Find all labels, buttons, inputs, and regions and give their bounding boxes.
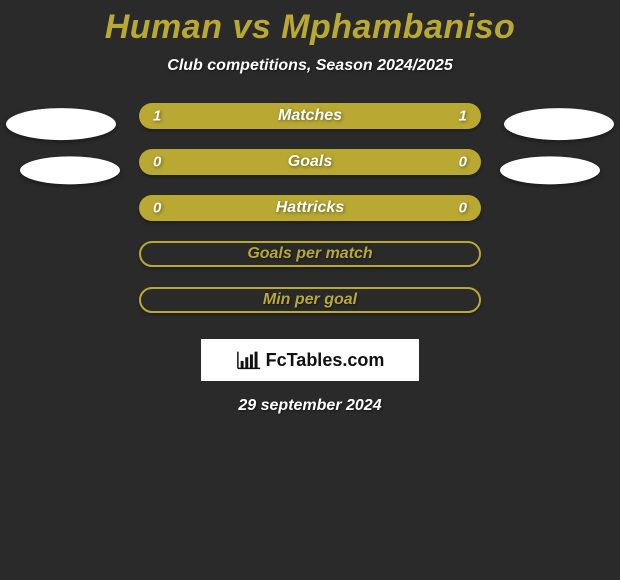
stat-value-left: 0 — [153, 154, 161, 171]
logo-content: FcTables.com — [236, 349, 385, 371]
stat-bar-min-per-goal: Min per goal — [139, 287, 481, 313]
stat-label: Hattricks — [276, 199, 344, 217]
stat-value-left: 0 — [153, 200, 161, 217]
stat-label: Matches — [278, 107, 342, 125]
page-subtitle: Club competitions, Season 2024/2025 — [0, 57, 620, 75]
bar-chart-icon — [236, 349, 262, 371]
footer-date: 29 september 2024 — [0, 397, 620, 415]
stat-bar-goals-per-match: Goals per match — [139, 241, 481, 267]
stat-row: Goals per match — [0, 241, 620, 287]
stat-bar-inner: Goals per match — [141, 243, 479, 265]
stat-label: Goals — [288, 153, 332, 171]
stat-bar-inner: 0 Hattricks 0 — [139, 195, 481, 221]
player-right-badge — [504, 108, 614, 140]
logo-label: FcTables.com — [266, 350, 385, 371]
stat-value-right: 0 — [459, 200, 467, 217]
source-logo[interactable]: FcTables.com — [201, 339, 419, 381]
stat-bar-inner: Min per goal — [141, 289, 479, 311]
stat-bar-goals: 0 Goals 0 — [139, 149, 481, 175]
page-title: Human vs Mphambaniso — [0, 8, 620, 47]
stat-value-right: 1 — [459, 108, 467, 125]
stat-bar-inner: 0 Goals 0 — [139, 149, 481, 175]
player-left-badge — [20, 156, 120, 184]
stat-label: Min per goal — [263, 291, 357, 309]
stat-row: Min per goal — [0, 287, 620, 333]
stat-row: 0 Goals 0 — [0, 149, 620, 195]
comparison-card: Human vs Mphambaniso Club competitions, … — [0, 0, 620, 415]
player-right-badge — [500, 156, 600, 184]
stat-label: Goals per match — [247, 245, 372, 263]
stat-value-left: 1 — [153, 108, 161, 125]
stat-bar-hattricks: 0 Hattricks 0 — [139, 195, 481, 221]
stat-row: 0 Hattricks 0 — [0, 195, 620, 241]
player-left-badge — [6, 108, 116, 140]
stat-bar-matches: 1 Matches 1 — [139, 103, 481, 129]
stat-value-right: 0 — [459, 154, 467, 171]
stat-row: 1 Matches 1 — [0, 103, 620, 149]
stat-bar-inner: 1 Matches 1 — [139, 103, 481, 129]
